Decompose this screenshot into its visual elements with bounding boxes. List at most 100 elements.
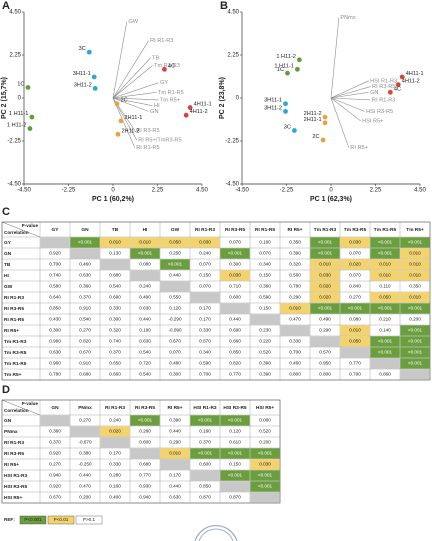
row-header: HSI R3-R5 bbox=[4, 484, 28, 490]
cell-value: 0.030 bbox=[349, 240, 361, 245]
cell-value: <0.001 bbox=[378, 350, 393, 355]
cell-value: 0.270 bbox=[79, 328, 91, 333]
cell-value: 0.630 bbox=[139, 306, 151, 311]
cell-value: 0.070 bbox=[259, 251, 271, 256]
cell-value: 0.010 bbox=[379, 273, 391, 278]
cell-value: 0.010 bbox=[349, 328, 361, 333]
cell-value: 0.240 bbox=[199, 251, 211, 256]
cell-value: 0.020 bbox=[349, 262, 361, 267]
cell-value: 0.440 bbox=[169, 429, 181, 434]
cell-value: 0.780 bbox=[289, 284, 301, 289]
column-header: HI bbox=[143, 227, 148, 233]
panel-label: C bbox=[2, 206, 10, 218]
cell-value: 0.630 bbox=[49, 350, 61, 355]
y-tick-label: 0 bbox=[236, 96, 240, 102]
column-header: RI R3-R5 bbox=[225, 227, 245, 233]
cell-shade bbox=[370, 248, 400, 259]
point-label: 3H11-1 bbox=[73, 71, 91, 77]
column-header: HSI R1-R3 bbox=[193, 405, 217, 411]
panel-label: B bbox=[220, 0, 228, 12]
cell-value: 0.010 bbox=[409, 273, 421, 278]
cell-value: 0.300 bbox=[229, 262, 241, 267]
cell-value: 0.650 bbox=[109, 361, 121, 366]
point-label: 1C bbox=[277, 67, 284, 73]
x-axis-label: PC 1 (60,2%) bbox=[92, 196, 134, 203]
score-point bbox=[387, 89, 393, 95]
cell-shade bbox=[310, 259, 340, 270]
cell-value: 0.700 bbox=[199, 372, 211, 377]
cell-value: <0.001 bbox=[318, 240, 333, 245]
point-label: 3H11-1 bbox=[264, 98, 282, 104]
cell-value: 0.010 bbox=[319, 262, 331, 267]
loading-vector bbox=[112, 97, 149, 112]
cell-value: 0.770 bbox=[229, 372, 241, 377]
vector-label: RI R3-R5 bbox=[372, 84, 395, 90]
score-point bbox=[183, 112, 189, 118]
column-header: Tm R1-R5 bbox=[374, 227, 397, 233]
cell-value: 0.440 bbox=[229, 317, 241, 322]
cell-value: 0.670 bbox=[79, 350, 91, 355]
row-header: GW bbox=[4, 284, 13, 290]
loading-vector bbox=[330, 86, 371, 99]
point-label: 1 H11-2 bbox=[7, 123, 27, 129]
cell-value: 0.300 bbox=[109, 317, 121, 322]
score-point bbox=[395, 82, 401, 88]
score-point bbox=[27, 126, 33, 131]
cell-value: 0.030 bbox=[199, 240, 211, 245]
x-tick-label: 2.25 bbox=[152, 188, 164, 194]
cell-value: -0.090 bbox=[168, 328, 181, 333]
cell-value: <0.001 bbox=[258, 473, 273, 478]
cell-shade bbox=[130, 448, 160, 459]
cell-value: 0.350 bbox=[289, 240, 301, 245]
cell-value: 0.540 bbox=[139, 350, 151, 355]
cell-shade bbox=[160, 259, 190, 270]
cell-value: 0.010 bbox=[289, 306, 301, 311]
row-header: Tm R1-R3 bbox=[4, 339, 27, 345]
cell-value: 0.940 bbox=[139, 495, 151, 500]
point-label: 2H11-2 bbox=[121, 128, 139, 134]
cell-value: 0.570 bbox=[319, 350, 331, 355]
cell-value: 0.030 bbox=[229, 273, 241, 278]
score-point bbox=[296, 57, 302, 63]
cell-value: 0.200 bbox=[259, 440, 271, 445]
legend-label: P<0.01 bbox=[54, 517, 69, 522]
point-label: 2H11-1 bbox=[304, 117, 322, 123]
cell-value: 0.630 bbox=[79, 273, 91, 278]
cell-value: 0.590 bbox=[199, 361, 211, 366]
cell-value: <0.001 bbox=[408, 306, 423, 311]
score-point bbox=[283, 108, 288, 114]
cell-value: 0.300 bbox=[169, 372, 181, 377]
cell-value: 0.340 bbox=[259, 262, 271, 267]
cell-value: <0.001 bbox=[408, 339, 423, 344]
cell-value: 0.670 bbox=[169, 339, 181, 344]
cell-value: 0.920 bbox=[49, 484, 61, 489]
cell-value: <0.001 bbox=[378, 306, 393, 311]
cell-value: 0.070 bbox=[199, 262, 211, 267]
cell-value: 0.710 bbox=[229, 284, 241, 289]
cell-value: 0.170 bbox=[169, 473, 181, 478]
cell-value: 0.470 bbox=[79, 484, 91, 489]
cell-shade bbox=[190, 237, 220, 248]
cell-shade bbox=[160, 281, 190, 292]
cell-value: 0.600 bbox=[139, 440, 151, 445]
x-tick-label: 0 bbox=[329, 188, 333, 194]
cell-shade bbox=[250, 314, 280, 325]
cell-shade bbox=[400, 336, 430, 347]
point-label: 1 H11-1 bbox=[274, 63, 294, 69]
score-point bbox=[162, 66, 167, 72]
cell-shade bbox=[370, 237, 400, 248]
column-header: GN bbox=[81, 227, 89, 233]
cell-shade bbox=[190, 292, 220, 303]
cell-value: 0.070 bbox=[349, 273, 361, 278]
legend-title: REF: bbox=[4, 517, 15, 522]
x-tick-label: 0 bbox=[111, 188, 115, 194]
cell-value: <0.001 bbox=[258, 484, 273, 489]
column-header: HSI R3-R5 bbox=[223, 405, 247, 411]
row-header: Tm R3-R5 bbox=[4, 350, 27, 356]
column-header: Tm R1-R3 bbox=[314, 227, 337, 233]
cell-value: 0.540 bbox=[79, 317, 91, 322]
cell-value: 0.670 bbox=[49, 495, 61, 500]
cell-value: 0.470 bbox=[289, 317, 301, 322]
column-header: RI R5+ bbox=[287, 227, 302, 233]
vector-label: RI R1-R5 bbox=[136, 145, 159, 151]
